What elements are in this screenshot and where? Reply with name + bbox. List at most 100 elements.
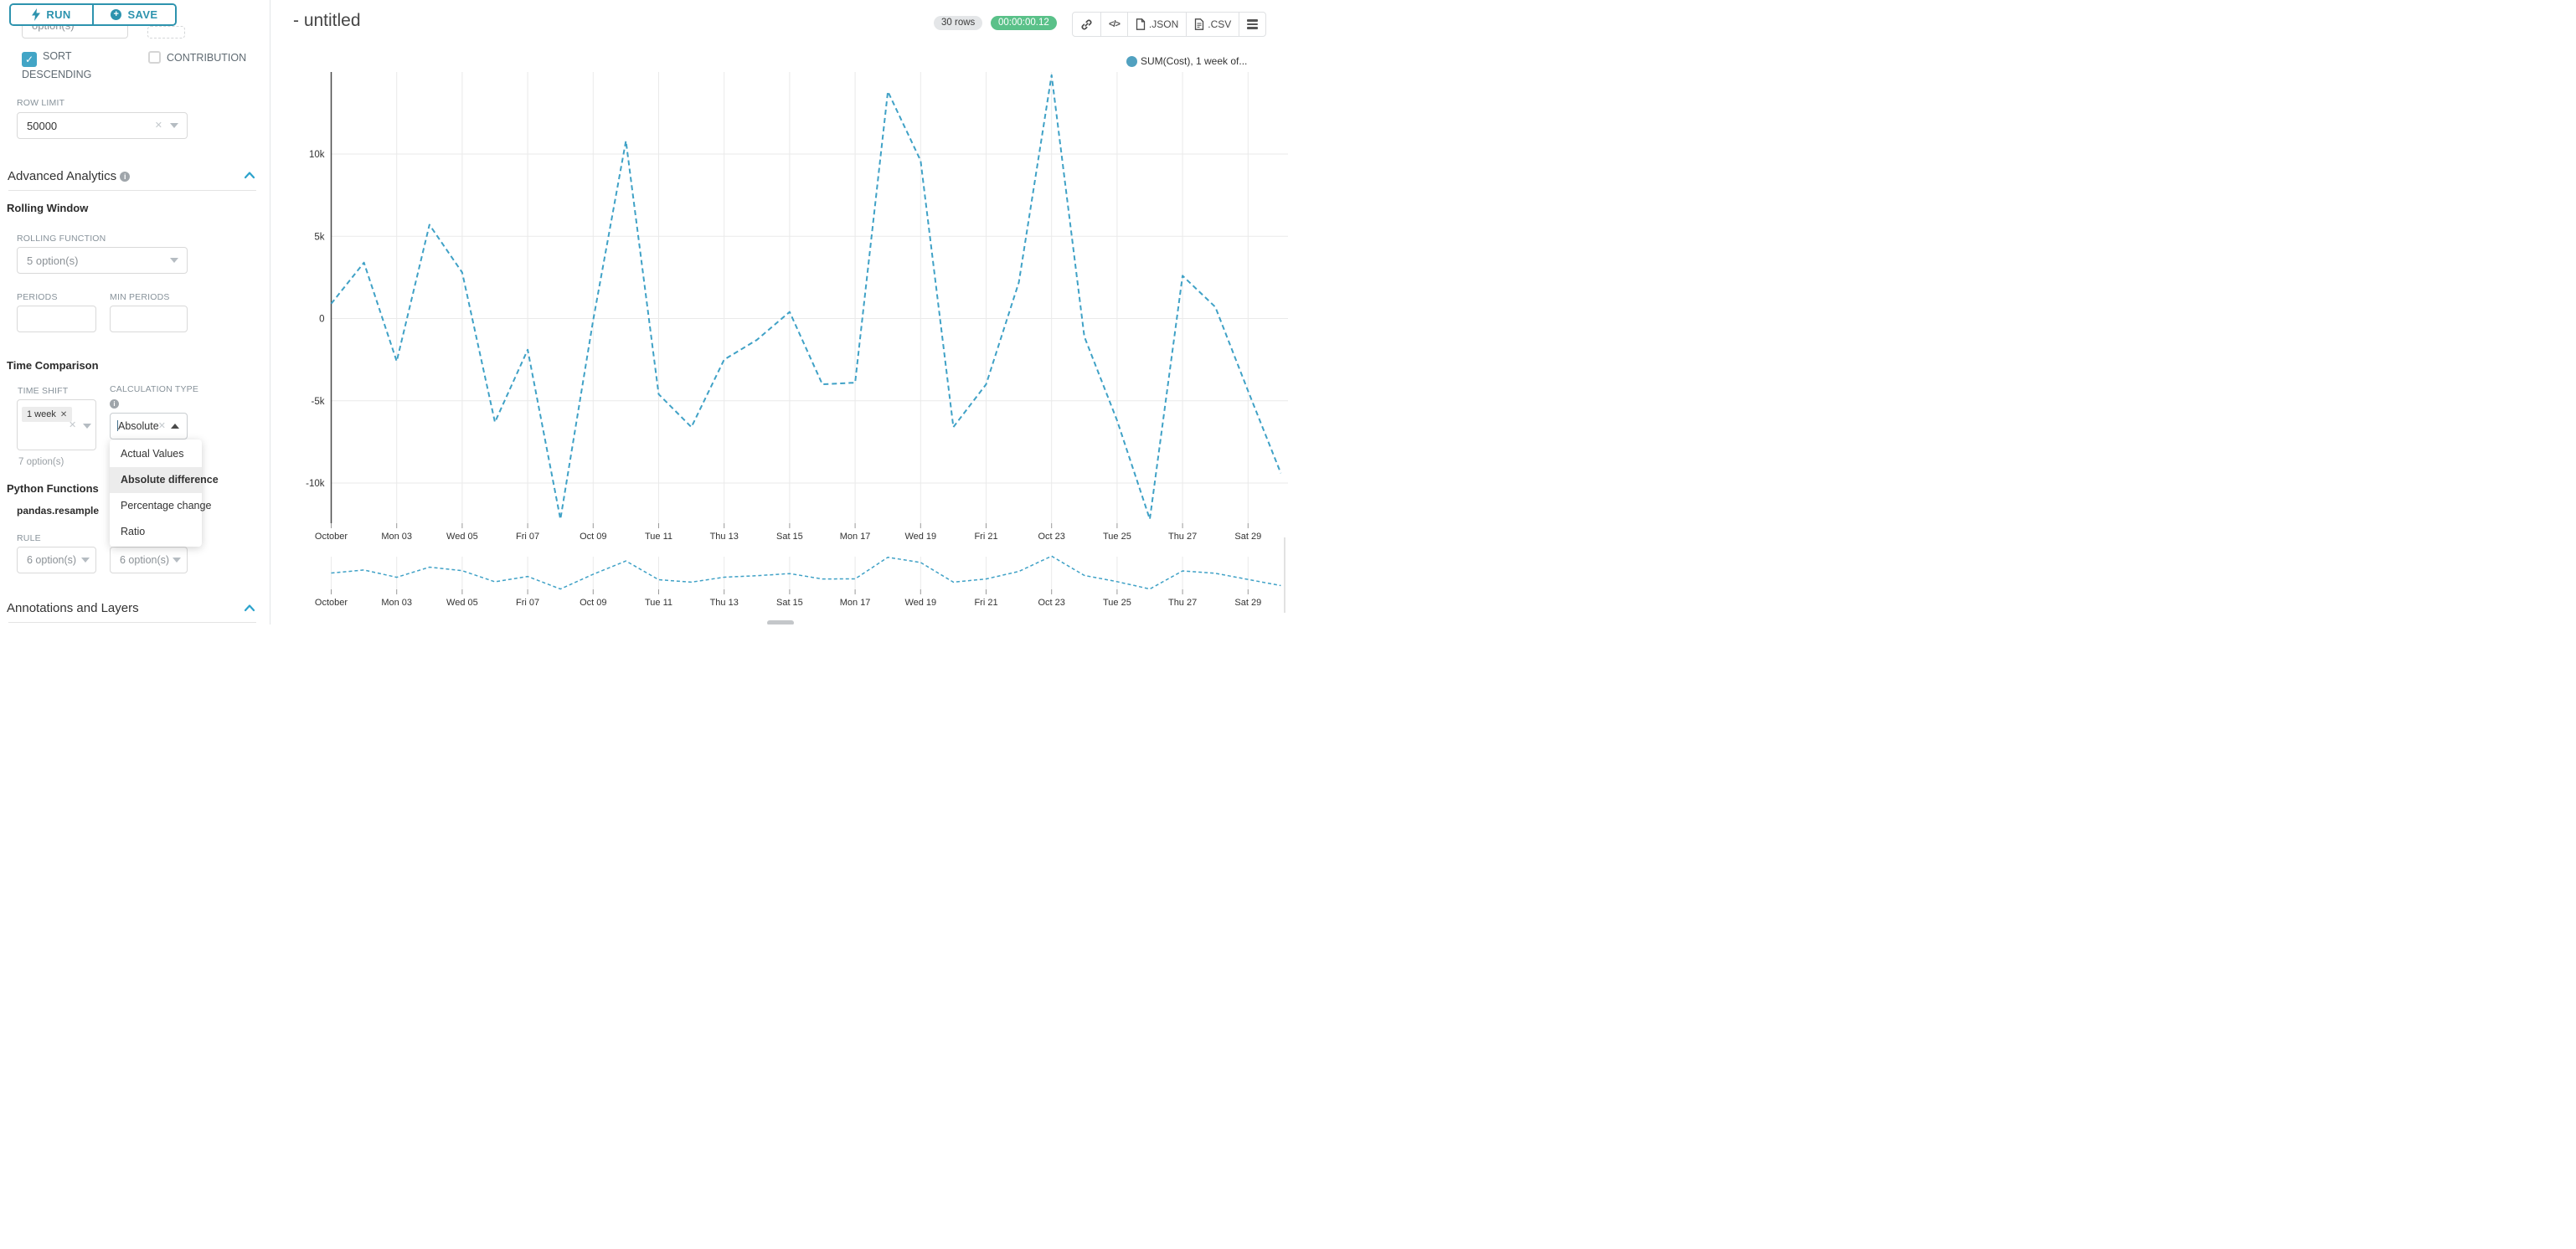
rolling-window-heading: Rolling Window [7,202,89,214]
time-shift-tag[interactable]: 1 week ✕ [22,407,73,422]
run-label: RUN [46,8,71,21]
rolling-function-label: ROLLING FUNCTION [17,234,106,244]
mini-x-tick-label: Sat 29 [1234,598,1261,608]
mini-x-tick-label: Thu 27 [1168,598,1197,608]
mini-x-tick-label: Mon 03 [381,598,412,608]
save-button[interactable]: + SAVE [94,5,175,24]
chevron-up-icon[interactable] [244,171,255,179]
x-axis-tick-label: Wed 05 [446,532,478,542]
dropdown-option-ratio[interactable]: Ratio [121,526,146,537]
run-button[interactable]: RUN [11,5,94,24]
x-axis-tick-label: Wed 19 [904,532,936,542]
time-comparison-heading: Time Comparison [7,359,99,372]
x-axis-tick-label: Mon 03 [381,532,412,542]
csv-file-icon [1195,18,1204,30]
chart-title[interactable]: - untitled [293,11,361,30]
chevron-up-icon[interactable] [244,604,255,612]
sort-by-drop-area[interactable] [147,26,185,39]
rolling-function-select[interactable]: 5 option(s) [17,247,188,274]
contribution-checkbox-row[interactable]: CONTRIBUTION [148,50,259,66]
copy-link-button[interactable] [1073,13,1101,36]
calculation-type-dropdown: Actual Values Absolute difference Percen… [110,439,219,547]
export-csv-button[interactable]: .CSV [1187,13,1240,36]
mini-x-tick-label: Fri 21 [974,598,997,608]
export-json-button[interactable]: .JSON [1128,13,1188,36]
legend-item[interactable]: SUM(Cost), 1 week of... [1126,55,1247,67]
explore-page: -10k -5k 0 5k 10k October Mon 03 Wed 05 Fri 07 Oc… [0,0,1288,624]
min-periods-input[interactable] [110,306,188,332]
time-shift-multiselect[interactable]: 1 week ✕ ✕ [17,399,96,450]
text-cursor [117,420,118,431]
x-axis-tick-label: Fri 07 [516,532,539,542]
menu-icon [1247,18,1259,31]
chevron-down-icon[interactable] [81,558,90,563]
checkbox-empty-icon[interactable] [148,51,161,64]
clear-icon[interactable]: ✕ [154,120,162,131]
python-functions-heading: Python Functions [7,482,99,495]
mini-x-tick-label: Mon 17 [840,598,871,608]
dropdown-option-percentage-change[interactable]: Percentage change [121,500,212,511]
mini-x-tick-label: Oct 23 [1038,598,1064,608]
x-axis-tick-label: October [315,532,348,542]
csv-label: .CSV [1208,18,1232,30]
x-axis-tick-label: Oct 09 [580,532,606,542]
mini-x-tick-label: Wed 05 [446,598,478,608]
y-axis-tick-label: -10k [306,479,325,489]
horizontal-scrollbar-thumb[interactable] [767,620,794,624]
method-select[interactable]: 6 option(s) [110,547,188,573]
sort-descending-label: SORT DESCENDING [22,50,92,80]
info-icon[interactable]: i [120,172,131,182]
y-axis-tick-label: -5k [312,397,325,407]
section-divider [8,190,256,191]
pandas-resample-heading: pandas.resample [17,505,100,517]
x-axis-tick-label: Thu 13 [710,532,739,542]
row-limit-select[interactable]: 50000 ✕ [17,112,188,139]
row-limit-value: 50000 [27,119,58,132]
checkbox-checked-icon[interactable]: ✓ [22,52,37,67]
calculation-type-select[interactable]: Absolute... ✕ [110,413,188,439]
sort-descending-checkbox-row[interactable]: ✓ SORT DESCENDING [22,49,116,83]
tag-remove-icon[interactable]: ✕ [59,410,68,419]
row-count-badge: 30 rows [934,16,983,30]
link-icon [1081,19,1092,29]
more-options-button[interactable] [1239,13,1265,36]
tag-label: 1 week [27,409,56,419]
method-value: 6 option(s) [120,554,170,566]
rule-value: 6 option(s) [27,554,77,566]
info-icon[interactable]: i [110,399,119,409]
x-axis-tick-label: Sat 15 [776,532,803,542]
embed-code-button[interactable]: </> [1101,13,1128,36]
y-axis-tick-label: 5k [314,232,324,242]
advanced-analytics-header[interactable]: Advanced Analytics i [8,169,131,183]
periods-input[interactable] [17,306,96,332]
x-axis-tick-label: Oct 23 [1038,532,1064,542]
clear-icon[interactable]: ✕ [157,420,166,431]
chevron-down-icon[interactable] [173,558,181,563]
mini-x-tick-label: Thu 13 [710,598,739,608]
query-timer-badge: 00:00:00.12 [991,16,1057,30]
x-axis-tick-label: Sat 29 [1234,532,1261,542]
control-sidebar: option(s) RUN + SAVE ✓SORT DESCENDING CO… [0,0,270,624]
chevron-down-icon[interactable] [170,123,178,128]
plus-circle-icon: + [111,9,122,20]
time-shift-label: TIME SHIFT [18,386,69,396]
mini-x-tick-label: Oct 09 [580,598,606,608]
mini-x-tick-label: October [315,598,348,608]
chevron-down-icon[interactable] [170,258,178,263]
section-divider [8,622,256,623]
x-axis-tick-label: Tue 11 [645,532,672,542]
chevron-down-icon[interactable] [83,424,91,429]
legend-label: SUM(Cost), 1 week of... [1141,55,1248,67]
chevron-up-icon[interactable] [171,424,179,429]
dropdown-option-actual-values[interactable]: Actual Values [121,448,184,460]
run-save-button-group: RUN + SAVE [9,3,177,26]
annotations-title: Annotations and Layers [7,601,139,615]
rule-select[interactable]: 6 option(s) [17,547,96,573]
mini-navigator-line[interactable] [331,555,1281,590]
clear-icon[interactable]: ✕ [69,420,77,430]
calculation-type-value: Absolute... [117,420,158,432]
dropdown-option-absolute-difference[interactable]: Absolute difference [110,467,219,493]
annotations-header[interactable]: Annotations and Layers [7,601,139,615]
code-icon: </> [1109,19,1121,29]
json-label: .JSON [1148,18,1179,30]
